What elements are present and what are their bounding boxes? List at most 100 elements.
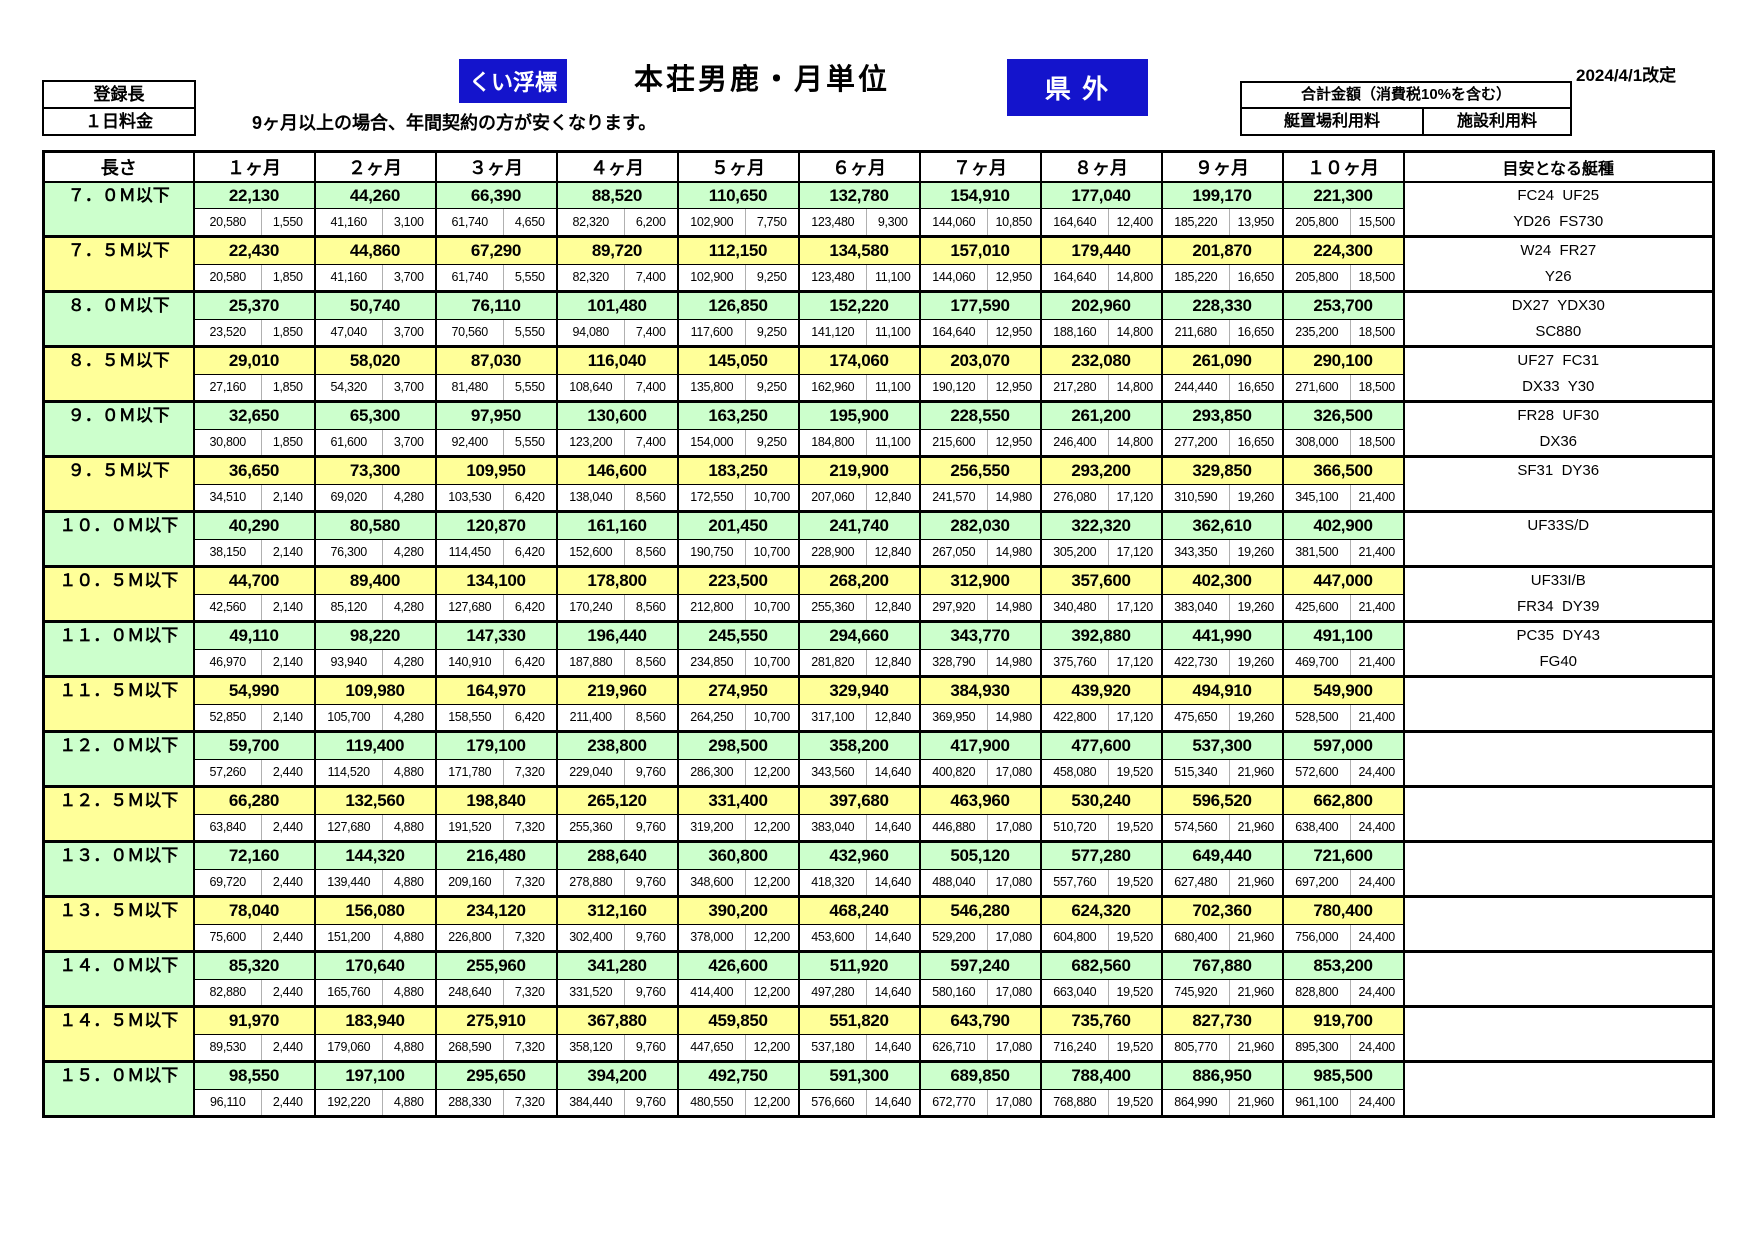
berth-fee-cell: 103,530 bbox=[434, 484, 504, 513]
column-header-month: ９ヶ月 bbox=[1160, 150, 1284, 183]
monthly-total-cell: 827,730 bbox=[1160, 1006, 1283, 1035]
boat-types-line: UF27 FC31 bbox=[1517, 352, 1600, 369]
facility-fee-cell: 10,850 bbox=[987, 208, 1041, 238]
berth-fee-cell: 375,760 bbox=[1039, 649, 1109, 678]
facility-fee-cell: 8,560 bbox=[624, 704, 678, 733]
length-cell: １３．５Ｍ以下 bbox=[42, 896, 195, 953]
facility-fee-cell: 3,700 bbox=[382, 319, 436, 348]
berth-fee-cell: 82,880 bbox=[192, 979, 262, 1008]
berth-fee-cell: 152,600 bbox=[555, 539, 625, 568]
boat-types-line bbox=[1406, 704, 1713, 729]
facility-fee-cell: 2,440 bbox=[261, 1034, 315, 1063]
boat-types-line bbox=[1406, 898, 1713, 924]
monthly-total-cell: 232,080 bbox=[1039, 346, 1162, 375]
berth-fee-cell: 317,100 bbox=[797, 704, 867, 733]
facility-fee-cell: 1,850 bbox=[261, 264, 315, 293]
berth-fee-cell: 255,360 bbox=[555, 814, 625, 843]
monthly-total-cell: 551,820 bbox=[797, 1006, 920, 1035]
facility-fee-cell: 12,840 bbox=[866, 484, 920, 513]
berth-fee-cell: 123,480 bbox=[797, 208, 867, 238]
berth-fee-cell: 215,600 bbox=[918, 429, 988, 458]
monthly-total-cell: 312,160 bbox=[555, 896, 678, 925]
facility-fee-cell: 19,260 bbox=[1229, 649, 1283, 678]
monthly-total-cell: 853,200 bbox=[1281, 951, 1404, 980]
monthly-total-cell: 477,600 bbox=[1039, 731, 1162, 760]
berth-fee-cell: 114,520 bbox=[313, 759, 383, 788]
monthly-total-cell: 196,440 bbox=[555, 621, 678, 650]
boat-types-line: DX33 Y30 bbox=[1522, 378, 1595, 395]
facility-fee-cell: 17,080 bbox=[987, 924, 1041, 953]
monthly-total-cell: 596,520 bbox=[1160, 786, 1283, 815]
berth-fee-cell: 190,120 bbox=[918, 374, 988, 403]
berth-fee-cell: 680,400 bbox=[1160, 924, 1230, 953]
facility-fee-cell: 2,140 bbox=[261, 649, 315, 678]
length-cell: １０．０Ｍ以下 bbox=[42, 511, 195, 568]
monthly-total-cell: 298,500 bbox=[676, 731, 799, 760]
berth-fee-cell: 57,260 bbox=[192, 759, 262, 788]
berth-fee-cell: 529,200 bbox=[918, 924, 988, 953]
facility-fee-cell: 11,100 bbox=[866, 374, 920, 403]
berth-fee-cell: 515,340 bbox=[1160, 759, 1230, 788]
monthly-total-cell: 362,610 bbox=[1160, 511, 1283, 540]
facility-fee-cell: 14,640 bbox=[866, 1089, 920, 1118]
monthly-total-cell: 293,200 bbox=[1039, 456, 1162, 485]
monthly-total-cell: 293,850 bbox=[1160, 401, 1283, 430]
boat-types-cell bbox=[1402, 841, 1714, 898]
monthly-total-cell: 241,740 bbox=[797, 511, 920, 540]
facility-fee-cell: 14,800 bbox=[1108, 429, 1162, 458]
monthly-total-cell: 985,500 bbox=[1281, 1061, 1404, 1090]
facility-fee-cell: 9,760 bbox=[624, 759, 678, 788]
monthly-total-cell: 179,100 bbox=[434, 731, 557, 760]
monthly-total-cell: 89,400 bbox=[313, 566, 436, 595]
facility-fee-cell: 24,400 bbox=[1350, 1034, 1404, 1063]
berth-fee-cell: 358,120 bbox=[555, 1034, 625, 1063]
facility-fee-cell: 18,500 bbox=[1350, 319, 1404, 348]
column-header-month: １０ヶ月 bbox=[1281, 150, 1405, 183]
berth-fee-cell: 638,400 bbox=[1281, 814, 1351, 843]
monthly-total-cell: 32,650 bbox=[192, 401, 315, 430]
boat-types-line bbox=[1406, 788, 1713, 814]
facility-fee-cell: 18,500 bbox=[1350, 374, 1404, 403]
berth-fee-cell: 331,520 bbox=[555, 979, 625, 1008]
berth-fee-cell: 244,440 bbox=[1160, 374, 1230, 403]
monthly-total-cell: 40,290 bbox=[192, 511, 315, 540]
facility-fee-cell: 2,140 bbox=[261, 704, 315, 733]
facility-fee-cell: 14,980 bbox=[987, 704, 1041, 733]
monthly-total-cell: 29,010 bbox=[192, 346, 315, 375]
monthly-total-cell: 76,110 bbox=[434, 291, 557, 320]
facility-fee-cell: 1,850 bbox=[261, 429, 315, 458]
facility-fee-cell: 21,960 bbox=[1229, 979, 1283, 1008]
column-header-month: ２ヶ月 bbox=[313, 150, 437, 183]
monthly-total-cell: 134,580 bbox=[797, 236, 920, 265]
berth-fee-cell: 117,600 bbox=[676, 319, 746, 348]
berth-fee-cell: 400,820 bbox=[918, 759, 988, 788]
monthly-total-cell: 147,330 bbox=[434, 621, 557, 650]
monthly-total-cell: 295,650 bbox=[434, 1061, 557, 1090]
monthly-total-cell: 341,280 bbox=[555, 951, 678, 980]
berth-fee-cell: 286,300 bbox=[676, 759, 746, 788]
fee-breakdown-row: 23,520 1,850 47,040 3,700 70,560 5,550 94,080 7… bbox=[44, 319, 1714, 348]
facility-fee-cell: 4,880 bbox=[382, 1089, 436, 1118]
monthly-total-cell: 44,700 bbox=[192, 566, 315, 595]
berth-fee-cell: 458,080 bbox=[1039, 759, 1109, 788]
monthly-total-cell: 109,950 bbox=[434, 456, 557, 485]
length-cell: １２．５Ｍ以下 bbox=[42, 786, 195, 843]
facility-fee-cell: 17,120 bbox=[1108, 539, 1162, 568]
monthly-total-cell: 177,040 bbox=[1039, 182, 1162, 210]
facility-fee-cell: 12,840 bbox=[866, 704, 920, 733]
facility-fee-cell: 8,560 bbox=[624, 594, 678, 623]
facility-fee-cell: 12,840 bbox=[866, 594, 920, 623]
monthly-total-cell: 36,650 bbox=[192, 456, 315, 485]
facility-fee-cell: 12,840 bbox=[866, 649, 920, 678]
berth-fee-cell: 41,160 bbox=[313, 208, 383, 238]
monthly-total-cell: 134,100 bbox=[434, 566, 557, 595]
monthly-total-cell: 494,910 bbox=[1160, 676, 1283, 705]
monthly-total-cell: 492,750 bbox=[676, 1061, 799, 1090]
berth-fee-cell: 61,600 bbox=[313, 429, 383, 458]
length-row: １１．０Ｍ以下 49,110 98,220 147,330 196,440 245,550… bbox=[42, 621, 1714, 678]
berth-fee-cell: 144,060 bbox=[918, 208, 988, 238]
facility-fee-cell: 14,640 bbox=[866, 759, 920, 788]
monthly-total-cell: 282,030 bbox=[918, 511, 1041, 540]
boat-types-line bbox=[1406, 1008, 1713, 1034]
berth-fee-cell: 179,060 bbox=[313, 1034, 383, 1063]
